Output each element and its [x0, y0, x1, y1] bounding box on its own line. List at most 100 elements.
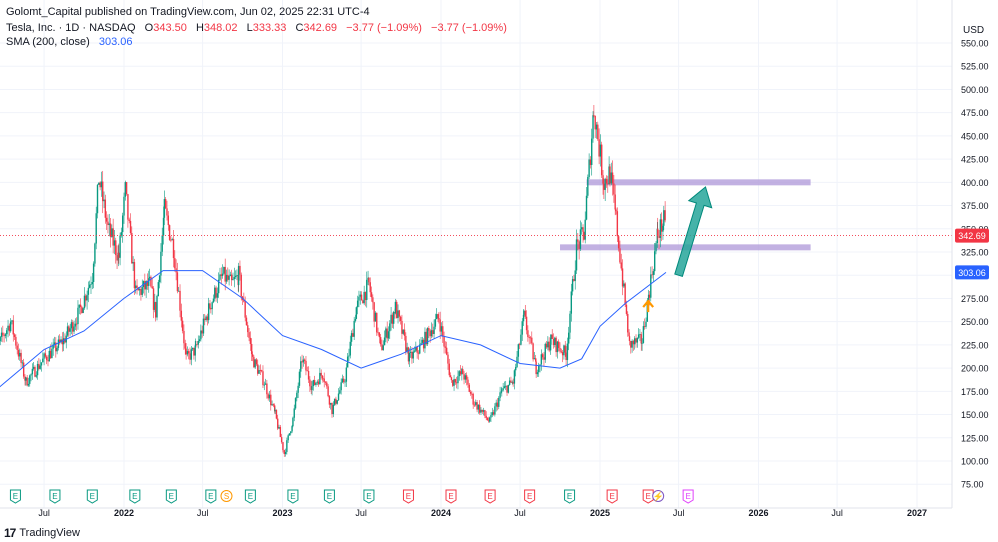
event-letter: E	[527, 492, 532, 501]
brand-text[interactable]: TradingView	[19, 527, 80, 539]
candle-body	[359, 294, 361, 297]
candle-body	[236, 275, 238, 276]
candle-body	[662, 225, 664, 232]
candle-body	[603, 183, 605, 190]
y-axis-ticks: 550.00 525.00 500.00 475.00 450.00 425.00 400.…	[961, 39, 989, 490]
candle-body	[210, 308, 212, 310]
candle-body	[515, 367, 517, 371]
candle-body	[26, 377, 28, 386]
candle-body	[156, 295, 158, 318]
candle-body	[183, 330, 185, 344]
candle-body	[442, 326, 444, 337]
candle-body	[214, 287, 216, 299]
candle-body	[641, 342, 643, 344]
candle-body	[204, 318, 206, 321]
candle-body	[490, 415, 492, 418]
candle-body	[492, 412, 495, 415]
marker-arrow	[642, 299, 655, 313]
candle-body	[472, 393, 474, 405]
symbol-text[interactable]: Tesla, Inc. · 1D · NASDAQ	[6, 22, 136, 34]
candle-body	[355, 307, 358, 319]
candle-body	[185, 348, 187, 355]
candle-body	[136, 285, 138, 288]
candle-body	[592, 115, 594, 139]
sma-label[interactable]: SMA (200, close)	[6, 36, 90, 48]
candle-body	[286, 440, 288, 452]
candle-body	[392, 311, 395, 324]
candle-body	[138, 289, 141, 291]
candle-body	[518, 344, 521, 346]
candle-body	[506, 385, 508, 393]
candle-body	[44, 353, 47, 357]
candle-body	[552, 338, 555, 345]
y-tick-label: 425.00	[961, 155, 989, 165]
candle-body	[13, 334, 16, 337]
candle-body	[116, 255, 118, 261]
earnings-event-icon	[323, 489, 335, 504]
candle-body	[22, 362, 25, 377]
candle-body	[478, 404, 481, 413]
sma-badge-text: 303.06	[958, 268, 986, 278]
candle-body	[172, 238, 175, 259]
candle-body	[578, 241, 580, 249]
x-axis-ticks: Jul 2022 Jul 2023 Jul 2024 Jul 2025 Jul 2026 Jul 20…	[38, 508, 927, 518]
y-tick-label: 75.00	[961, 480, 984, 490]
earnings-event-icon	[205, 489, 217, 504]
candle-body	[465, 375, 468, 380]
candle-body	[480, 409, 482, 413]
candle-body	[402, 329, 404, 334]
candle-body	[43, 353, 45, 359]
candle-body	[620, 262, 622, 269]
candle-body	[42, 358, 44, 363]
candle-body	[610, 172, 612, 184]
candle-body	[166, 208, 168, 216]
earnings-event-icon	[363, 489, 375, 504]
candle-body	[584, 219, 586, 240]
candle-body	[99, 182, 101, 188]
candle-body	[593, 115, 595, 117]
candle-body	[430, 330, 433, 337]
candle-body	[98, 182, 100, 185]
tradingview-logo-icon[interactable]: 17	[4, 526, 16, 540]
candle-body	[611, 172, 614, 184]
candle-body	[188, 351, 190, 354]
candle-body	[224, 266, 226, 282]
candle-body	[283, 450, 285, 455]
candle-body	[570, 291, 573, 314]
candle-body	[16, 345, 18, 350]
candle-body	[591, 138, 593, 165]
last-price-badge-text: 342.69	[958, 231, 986, 241]
candle-body	[302, 359, 305, 363]
candle-body	[128, 219, 130, 221]
candle-body	[17, 349, 20, 357]
event-letter: E	[208, 492, 213, 501]
candle-body	[100, 181, 103, 188]
candle-body	[634, 338, 636, 345]
event-letter: E	[685, 492, 690, 501]
candle-body	[254, 359, 256, 368]
publisher-line: Golomt_Capital published on TradingView.…	[6, 5, 507, 19]
candle-body	[485, 415, 487, 419]
candle-body	[659, 219, 662, 238]
candle-body	[458, 371, 460, 377]
candle-body	[491, 412, 493, 416]
candle-body	[233, 277, 236, 280]
candle-body	[411, 351, 413, 359]
candle-body	[62, 338, 65, 345]
candle-body	[81, 306, 83, 314]
candle-body	[52, 344, 54, 349]
candle-body	[507, 384, 510, 393]
candle-body	[407, 347, 410, 362]
candle-body	[383, 337, 386, 346]
candle-body	[90, 284, 92, 285]
candle-body	[397, 310, 399, 319]
event-letter: E	[90, 492, 95, 501]
candle-body	[628, 332, 630, 337]
split-event-icon	[652, 490, 665, 502]
candle-body	[447, 354, 449, 364]
candle-body	[209, 303, 211, 309]
candle-body	[38, 363, 40, 369]
candle-body	[280, 437, 283, 443]
candle-body	[534, 358, 537, 362]
